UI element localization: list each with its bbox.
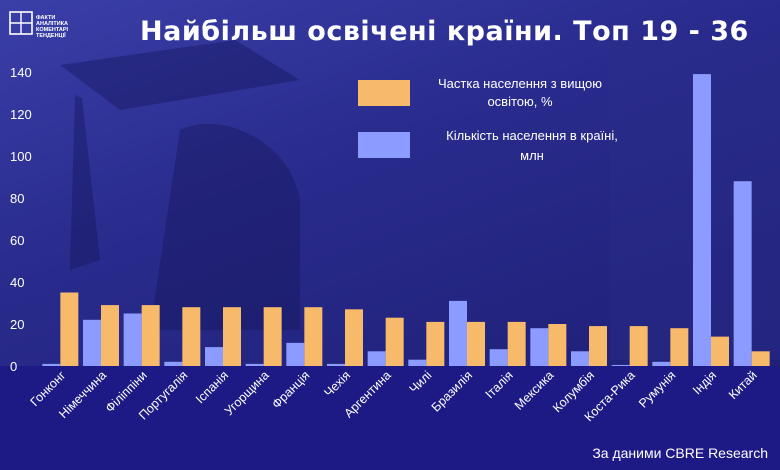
- chart-title: Найбільш освічені країни. Топ 19 - 36: [140, 16, 749, 47]
- bar-population: [286, 342, 305, 366]
- bar-population: [327, 363, 345, 366]
- y-tick-label: 80: [10, 191, 24, 206]
- legend-label-population-line1: Кількість населення в країні,: [446, 128, 618, 143]
- bar-population: [449, 300, 467, 366]
- logo-line-1: ФАКТИ: [36, 15, 55, 21]
- legend-label-share-line2: освітою, %: [487, 94, 553, 109]
- bar-share: [141, 305, 160, 366]
- bar-population: [42, 363, 61, 366]
- bar-share: [629, 326, 648, 366]
- bar-share: [345, 309, 363, 366]
- bar-population: [733, 181, 752, 366]
- cap-board-shape: [60, 40, 300, 110]
- bar-population: [489, 349, 508, 366]
- bar-share: [426, 321, 445, 366]
- bar-population: [693, 74, 711, 366]
- bar-share: [263, 307, 282, 366]
- bar-population: [164, 361, 183, 366]
- cap-tassel-shape: [70, 95, 100, 270]
- bar-population: [367, 351, 386, 366]
- legend: Частка населення з вищою освітою, % Кіль…: [358, 76, 618, 163]
- legend-swatch-share: [358, 80, 410, 106]
- bar-share: [101, 305, 119, 366]
- background-decoration: [60, 40, 780, 360]
- bar-share: [304, 307, 323, 366]
- bar-share: [711, 336, 729, 366]
- source-note: За даними CBRE Research: [592, 445, 768, 461]
- bar-share: [60, 292, 79, 366]
- legend-label-population-line2: млн: [520, 148, 544, 163]
- bar-share: [548, 324, 567, 366]
- bar-share: [507, 321, 526, 366]
- y-tick-label: 100: [10, 149, 32, 164]
- y-tick-label: 20: [10, 317, 24, 332]
- bar-population: [83, 319, 101, 366]
- legend-swatch-population: [358, 132, 410, 158]
- bar-population: [408, 359, 427, 366]
- logo-line-4: ТЕНДЕНЦІЇ: [36, 32, 66, 39]
- bar-population: [530, 328, 549, 366]
- bar-share: [223, 307, 241, 366]
- logo: ФАКТИ АНАЛІТИКА КОМЕНТАРІ ТЕНДЕНЦІЇ: [9, 11, 69, 39]
- y-tick-label: 0: [10, 359, 17, 374]
- arm-shape: [150, 123, 300, 330]
- category-band: [0, 366, 780, 470]
- bar-share: [751, 351, 770, 366]
- bar-population: [205, 347, 223, 366]
- bar-population: [123, 313, 142, 366]
- legend-label-share-line1: Частка населення з вищою: [438, 76, 602, 91]
- bar-population: [571, 351, 589, 366]
- y-axis: 0 20 40 60 80 100 120 140: [10, 65, 32, 374]
- y-tick-label: 140: [10, 65, 32, 80]
- bar-population: [245, 363, 264, 366]
- bars: [42, 74, 770, 366]
- bar-population: [652, 361, 671, 366]
- logo-line-3: КОМЕНТАРІ: [36, 27, 69, 33]
- bar-share: [385, 317, 404, 366]
- bar-share: [589, 326, 607, 366]
- y-tick-label: 60: [10, 233, 24, 248]
- y-tick-label: 120: [10, 107, 32, 122]
- bar-share: [670, 328, 689, 366]
- y-tick-label: 40: [10, 275, 24, 290]
- logo-line-2: АНАЛІТИКА: [36, 21, 68, 27]
- bar-population: [611, 364, 630, 366]
- bar-share: [182, 307, 201, 366]
- bar-share: [467, 321, 485, 366]
